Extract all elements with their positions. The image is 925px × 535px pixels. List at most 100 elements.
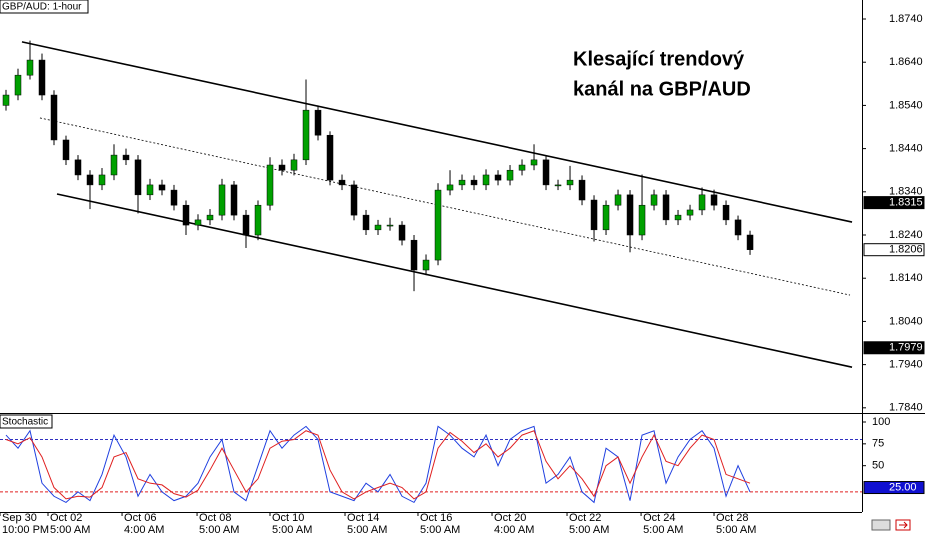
- stoch-tick-label: 100: [872, 416, 890, 428]
- arrow-icon: [899, 521, 908, 529]
- candle-body: [398, 224, 406, 241]
- price-marker-label: 1.8206: [889, 244, 923, 256]
- y-tick-label: 1.8440: [889, 143, 923, 155]
- x-tick-time: 4:00 AM: [494, 524, 534, 535]
- candle-body: [578, 179, 586, 201]
- candle-body: [158, 184, 166, 191]
- candle-body: [554, 184, 562, 187]
- candle-body: [278, 164, 286, 171]
- x-tick-time: 4:00 AM: [124, 524, 164, 535]
- trend-line: [56, 193, 853, 368]
- y-tick-label: 1.7840: [889, 402, 923, 414]
- candle-body: [26, 59, 34, 76]
- candle-body: [290, 159, 298, 171]
- candle-body: [386, 224, 394, 227]
- x-tick-label: Oct 16: [420, 512, 452, 524]
- candle-body: [182, 204, 190, 226]
- candle-body: [74, 159, 82, 176]
- candle-body: [410, 239, 418, 271]
- candle-body: [662, 194, 670, 221]
- candle-body: [674, 214, 682, 221]
- x-tick-label: Oct 02: [50, 512, 82, 524]
- y-tick-label: 1.8040: [889, 315, 923, 327]
- candle-body: [638, 204, 646, 236]
- x-tick-label: Oct 24: [643, 512, 675, 524]
- candle-body: [422, 259, 430, 271]
- candle-body: [254, 204, 262, 236]
- candle-body: [710, 194, 718, 206]
- x-tick-label: Oct 06: [124, 512, 156, 524]
- candle-body: [110, 154, 118, 176]
- candle-body: [62, 139, 70, 161]
- candle-body: [314, 109, 322, 136]
- candle-body: [566, 179, 574, 186]
- candle-body: [194, 219, 202, 226]
- price-marker: [863, 196, 925, 210]
- x-tick-label: Oct 14: [347, 512, 379, 524]
- x-tick-time: 5:00 AM: [50, 524, 90, 535]
- candle-body: [470, 179, 478, 186]
- y-tick-label: 1.8740: [889, 13, 923, 25]
- candle-body: [50, 94, 58, 141]
- x-tick-label: Oct 08: [199, 512, 231, 524]
- candle-body: [14, 74, 22, 96]
- x-tick-label: Oct 20: [494, 512, 526, 524]
- x-tick-time: 5:00 AM: [199, 524, 239, 535]
- y-tick-label: 1.8640: [889, 56, 923, 68]
- candle-body: [482, 174, 490, 186]
- candle-body: [530, 159, 538, 166]
- price-marker: [863, 341, 925, 355]
- x-tick-time: 5:00 AM: [716, 524, 756, 535]
- x-tick-label: Oct 22: [569, 512, 601, 524]
- annotation: kanál na GBP/AUD: [573, 78, 751, 100]
- candle-body: [350, 184, 358, 216]
- candle-body: [98, 174, 106, 186]
- candle-body: [266, 164, 274, 206]
- x-tick-time: 5:00 AM: [643, 524, 683, 535]
- candle-body: [626, 194, 634, 236]
- candle-body: [362, 214, 370, 231]
- indicator-title-box: [0, 414, 53, 429]
- y-tick-label: 1.8340: [889, 186, 923, 198]
- candle-body: [734, 219, 742, 236]
- candle-body: [374, 224, 382, 231]
- candle-body: [650, 194, 658, 206]
- price-marker-label: 1.7979: [889, 342, 923, 354]
- candle-body: [542, 159, 550, 186]
- stoch-line: [5, 425, 751, 504]
- stoch-tick-label: 75: [872, 438, 884, 450]
- candle-body: [614, 194, 622, 206]
- y-tick-label: 1.8540: [889, 99, 923, 111]
- candle-body: [590, 199, 598, 231]
- x-tick-time: 5:00 AM: [347, 524, 387, 535]
- candle-body: [38, 59, 46, 96]
- candle-body: [230, 184, 238, 216]
- candle-body: [494, 174, 502, 181]
- candle-body: [722, 204, 730, 221]
- candle-body: [326, 134, 334, 181]
- candle-body: [2, 94, 10, 106]
- candle-body: [218, 184, 226, 216]
- candle-body: [446, 184, 454, 191]
- candle-body: [242, 214, 250, 236]
- candle-body: [134, 159, 142, 196]
- candle-body: [170, 189, 178, 206]
- price-marker: [863, 243, 925, 257]
- x-tick-time: 10:00 PM: [2, 524, 49, 535]
- x-tick-time: 5:00 AM: [569, 524, 609, 535]
- stoch-marker: [863, 481, 925, 495]
- title-box: [0, 0, 89, 14]
- x-tick-time: 5:00 AM: [420, 524, 460, 535]
- indicator-title: Stochastic: [2, 417, 48, 428]
- candle-body: [302, 109, 310, 161]
- candle-body: [518, 164, 526, 171]
- candle-body: [206, 214, 214, 221]
- stoch-marker-label: 25.00: [889, 481, 917, 493]
- candle-body: [122, 154, 130, 161]
- chart-title: GBP/AUD: 1-hour: [2, 2, 82, 13]
- y-tick-label: 1.8140: [889, 272, 923, 284]
- y-tick-label: 1.8240: [889, 229, 923, 241]
- price-marker-label: 1.8315: [889, 197, 923, 209]
- scroll-icon[interactable]: [871, 519, 891, 531]
